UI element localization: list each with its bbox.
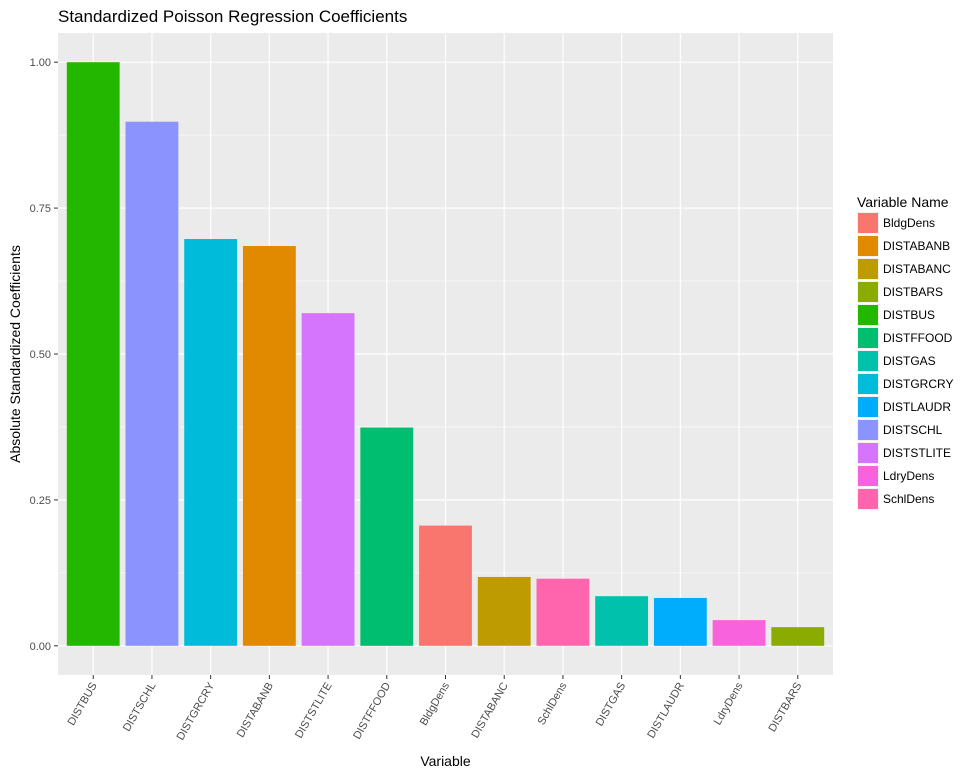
y-axis: 0.00 0.25 0.50 0.75 1.00 xyxy=(30,57,58,653)
bar-bldgdens xyxy=(419,525,472,646)
legend-swatch xyxy=(858,489,878,509)
legend-label: DISTGAS xyxy=(883,354,936,368)
legend-swatch xyxy=(858,466,878,486)
x-tick-label: DISTSTLITE xyxy=(293,681,335,741)
legend-swatch xyxy=(858,305,878,325)
legend: Variable Name BldgDens DISTABANB DISTABANC… xyxy=(857,194,953,510)
legend-swatch xyxy=(858,351,878,371)
x-tick-label: DISTSCHL xyxy=(121,681,159,734)
legend-swatch xyxy=(858,282,878,302)
legend-swatch xyxy=(858,397,878,417)
bar-distbars xyxy=(771,627,825,646)
x-axis-title: Variable xyxy=(420,753,471,769)
y-axis-title: Absolute Standardized Coefficients xyxy=(7,245,23,463)
y-tick-label: 0.75 xyxy=(30,203,51,215)
x-tick-label: DISTBARS xyxy=(766,681,804,735)
x-tick-label: DISTBUS xyxy=(66,681,100,728)
y-tick-label: 0.00 xyxy=(30,641,51,653)
legend-label: DISTABANB xyxy=(883,239,950,253)
bar-distffood xyxy=(360,427,414,646)
x-tick-label: DISTFFOOD xyxy=(351,680,393,741)
bar-distgas xyxy=(595,596,649,646)
legend-label: DISTBUS xyxy=(883,308,935,322)
y-tick-label: 0.50 xyxy=(30,349,51,361)
legend-swatch xyxy=(858,420,878,440)
bar-distabanb xyxy=(242,246,296,646)
x-tick-label: BldgDens xyxy=(418,680,452,728)
bar-distlaudr xyxy=(653,597,707,646)
y-tick-label: 1.00 xyxy=(30,57,51,69)
bar-diststlite xyxy=(301,313,355,646)
legend-swatch xyxy=(858,259,878,279)
x-tick-label: DISTABANC xyxy=(469,680,510,740)
legend-label: DISTSCHL xyxy=(883,423,943,437)
bar-distabanc xyxy=(477,576,531,646)
x-tick-label: DISTGAS xyxy=(594,681,629,729)
x-tick-label: LdryDens xyxy=(712,680,746,727)
legend-swatch xyxy=(858,374,878,394)
legend-label: SchlDens xyxy=(883,492,934,506)
legend-label: BldgDens xyxy=(883,216,935,230)
legend-label: DISTLAUDR xyxy=(883,400,951,414)
legend-label: DISTGRCRY xyxy=(883,377,953,391)
x-tick-label: SchlDens xyxy=(536,680,570,727)
bars xyxy=(66,62,825,646)
legend-label: DISTSTLITE xyxy=(883,446,951,460)
legend-label: DISTBARS xyxy=(883,285,943,299)
x-axis: DISTBUS DISTSCHL DISTGRCRY DISTABANB DISTSTL… xyxy=(66,675,804,743)
legend-swatch xyxy=(858,443,878,463)
x-tick-label: DISTLAUDR xyxy=(645,680,687,740)
x-tick-label: DISTABANB xyxy=(235,681,276,740)
legend-swatch xyxy=(858,236,878,256)
legend-label: LdryDens xyxy=(883,469,934,483)
chart-title: Standardized Poisson Regression Coeffici… xyxy=(58,7,407,26)
legend-swatch xyxy=(858,213,878,233)
legend-swatch xyxy=(858,328,878,348)
y-tick-label: 0.25 xyxy=(30,495,51,507)
legend-title: Variable Name xyxy=(857,194,949,210)
legend-label: DISTABANC xyxy=(883,262,951,276)
legend-label: DISTFFOOD xyxy=(883,331,953,345)
bar-distgrcry xyxy=(184,239,238,646)
bar-distbus xyxy=(66,62,120,646)
bar-schldens xyxy=(536,578,590,646)
bar-distschl xyxy=(125,121,179,646)
bar-ldrydens xyxy=(712,620,766,646)
x-tick-label: DISTGRCRY xyxy=(175,680,218,743)
